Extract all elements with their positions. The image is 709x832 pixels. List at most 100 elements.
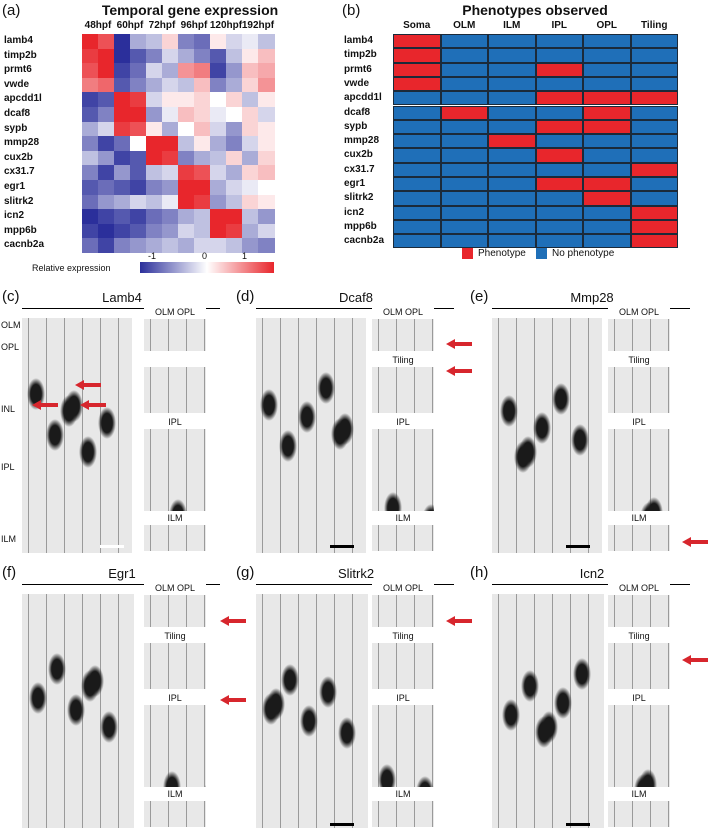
heatmap-cell <box>178 63 195 79</box>
phenotype-cell <box>630 119 678 135</box>
heatmap-row-label: sypb <box>4 122 28 134</box>
heatmap-col-header: 96hpf <box>180 20 208 31</box>
phenotype-row-label: icn2 <box>344 206 365 218</box>
heatmap-cell <box>226 180 243 196</box>
phenotype-cell <box>488 219 536 235</box>
heatmap-cell <box>114 194 131 210</box>
phenotype-cell <box>535 148 583 163</box>
heatmap-cell <box>82 77 99 93</box>
inset-tiling <box>608 643 670 689</box>
retina-main-image <box>492 318 602 553</box>
phenotype-cell <box>488 76 536 92</box>
inset-tiling <box>144 643 206 689</box>
phenotype-cell <box>393 162 441 177</box>
inset-ilm-label: ILM <box>372 513 434 523</box>
inset-olm-opl <box>144 595 206 627</box>
phenotype-cell <box>630 105 678 120</box>
heatmap-cell <box>130 92 147 108</box>
inset-olm-opl <box>608 319 670 351</box>
inset-ilm <box>608 525 670 551</box>
inset-ipl-label: IPL <box>144 417 206 427</box>
inset-tiling-label: Tiling <box>608 631 670 641</box>
phenotype-cell <box>393 62 441 77</box>
heatmap-cell <box>258 34 275 50</box>
panel-a-label: (a) <box>2 2 21 19</box>
heatmap-cell <box>114 34 131 50</box>
heatmap-cell <box>194 92 211 108</box>
inset-ilm <box>372 525 434 551</box>
heatmap-cell <box>210 77 227 93</box>
heatmap-cell <box>130 77 147 93</box>
heatmap-cell <box>226 136 243 152</box>
heatmap-cell <box>194 48 211 64</box>
heatmap-cell <box>98 136 115 152</box>
heatmap-cell <box>114 209 131 225</box>
phenotype-row-label: egr1 <box>344 178 366 189</box>
heatmap-cell <box>114 107 131 123</box>
heatmap-row-label: vwde <box>4 78 30 90</box>
heatmap-cell <box>258 107 275 123</box>
heatmap-cell <box>162 77 179 93</box>
heatmap-cell <box>146 150 163 166</box>
heatmap-cell <box>114 150 131 166</box>
phenotype-cell <box>583 119 631 135</box>
layer-label-ilm: ILM <box>1 534 17 544</box>
phenotype-col-header: Tiling <box>641 20 668 31</box>
heatmap-cell <box>82 209 99 225</box>
heatmap-cell <box>258 92 275 108</box>
inset-olm-opl <box>144 319 206 351</box>
heatmap-cell <box>178 223 195 239</box>
heatmap-cell <box>146 77 163 93</box>
phenotype-cell <box>440 134 488 149</box>
phenotype-cell <box>583 162 631 177</box>
phenotype-cell <box>630 219 678 235</box>
heatmap-row-label: mmp28 <box>4 137 40 149</box>
inset-tiling-label: Tiling <box>144 631 206 641</box>
heatmap-cell <box>242 121 259 137</box>
phenotype-cell <box>440 76 488 92</box>
phenotype-col-header: OLM <box>453 20 476 31</box>
heatmap-row-label: lamb4 <box>4 35 33 46</box>
heatmap-cell <box>242 136 259 152</box>
heatmap-cell <box>258 194 275 210</box>
heatmap-cell <box>130 223 147 239</box>
micro-panel-label: (e) <box>470 288 489 305</box>
heatmap-cell <box>82 150 99 166</box>
phenotype-cell <box>440 205 488 220</box>
heatmap-cell <box>178 238 195 254</box>
heatmap-cell <box>98 165 115 181</box>
phenotype-cell <box>535 119 583 135</box>
inset-ipl <box>608 705 670 787</box>
inset-ipl-label: IPL <box>372 417 434 427</box>
heatmap-cell <box>258 238 275 254</box>
heatmap-cell <box>130 194 147 210</box>
heatmap-cell <box>146 107 163 123</box>
heatmap-cell <box>82 34 99 50</box>
phenotype-row-label: cx31.7 <box>344 163 375 175</box>
micro-panel-title: Mmp28 <box>570 290 614 305</box>
red-arrow-icon <box>446 339 472 349</box>
scale-bar <box>566 545 590 548</box>
colorbar-tick-zero: 0 <box>202 251 208 261</box>
scale-bar <box>330 545 354 548</box>
phenotype-cell <box>393 48 441 63</box>
heatmap-cell <box>210 48 227 64</box>
heatmap-cell <box>178 107 195 123</box>
phenotype-cell <box>535 219 583 235</box>
heatmap-cell <box>98 180 115 196</box>
heatmap-row-label: cx31.7 <box>4 166 35 178</box>
inset-ilm <box>372 801 434 827</box>
phenotype-row-label: timp2b <box>344 49 377 61</box>
phenotype-cell <box>393 148 441 163</box>
heatmap-cell <box>98 34 115 50</box>
inset-ilm <box>608 801 670 827</box>
heatmap-cell <box>130 121 147 137</box>
heatmap-cell <box>194 77 211 93</box>
red-arrow-icon <box>682 655 708 665</box>
phenotype-col-header: OPL <box>596 20 618 31</box>
heatmap-cell <box>130 107 147 123</box>
inset-tiling-label: Tiling <box>608 355 670 365</box>
phenotype-cell <box>630 62 678 77</box>
heatmap-cell <box>194 63 211 79</box>
phenotype-cell <box>393 34 441 49</box>
